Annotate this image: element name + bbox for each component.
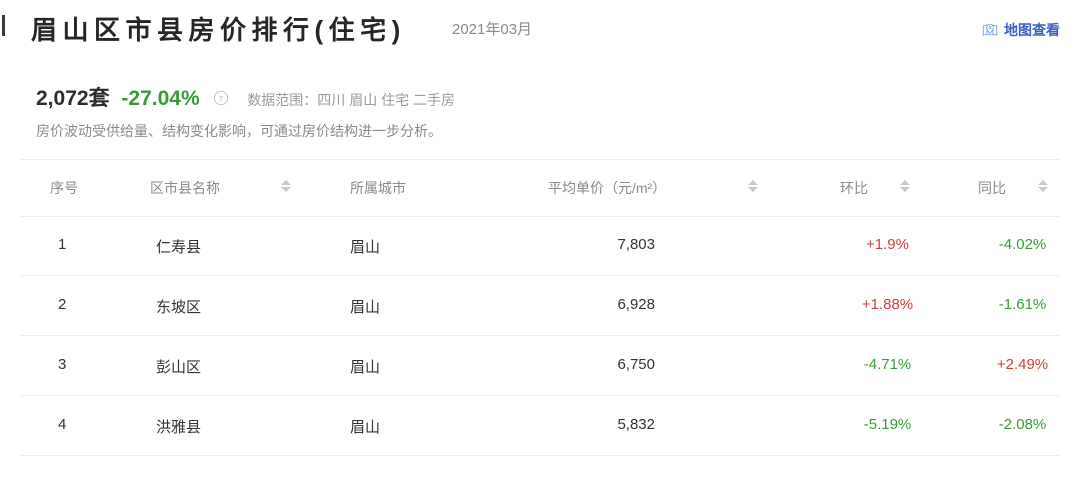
svg-text:?: ? — [219, 94, 224, 103]
